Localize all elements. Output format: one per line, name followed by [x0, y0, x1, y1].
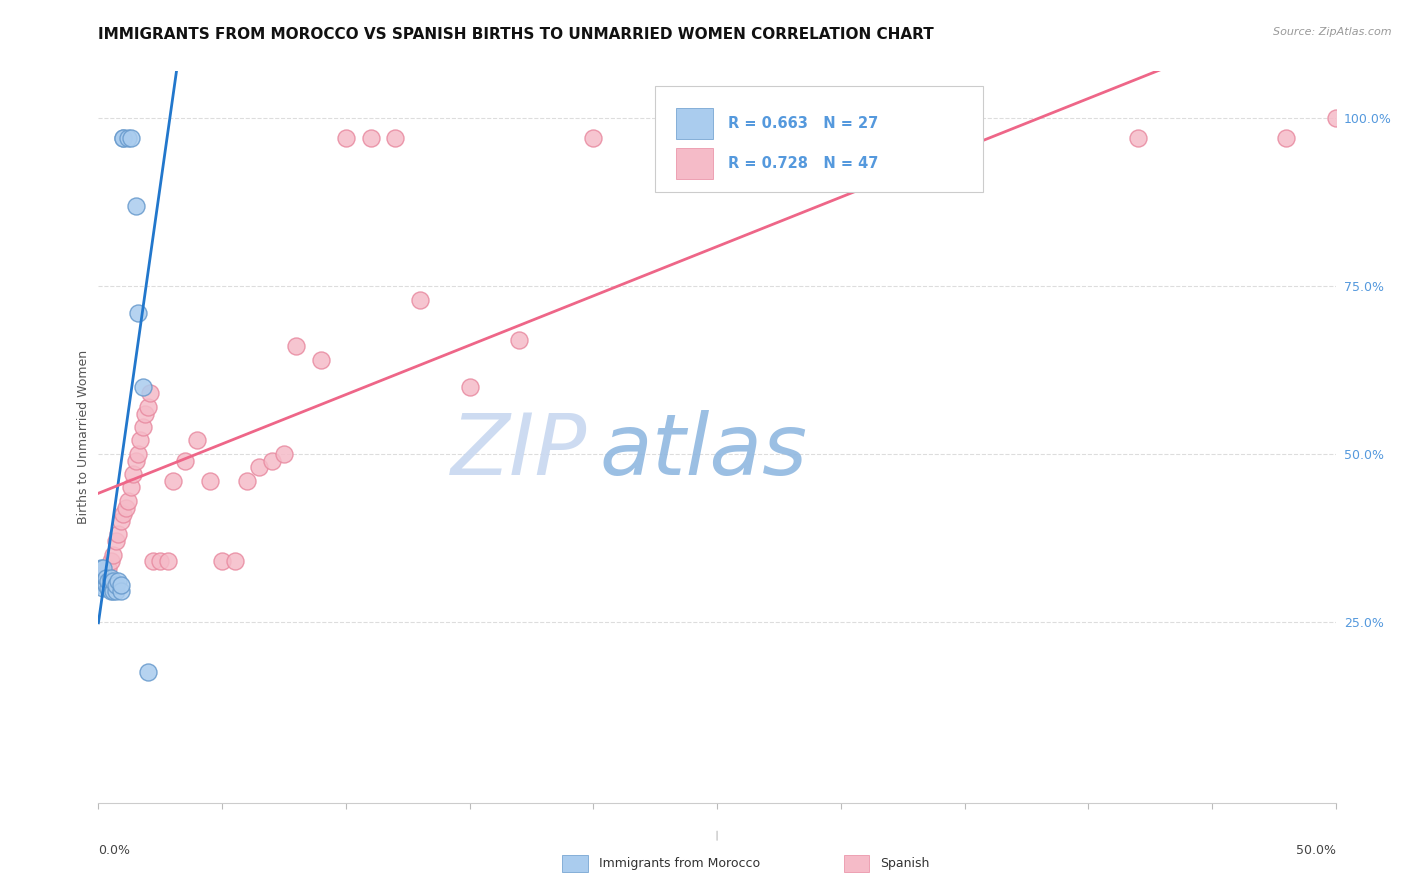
Point	[224, 554, 246, 568]
Point	[134, 407, 156, 421]
Text: 50.0%: 50.0%	[1296, 844, 1336, 857]
Point	[112, 508, 135, 522]
Point	[198, 474, 221, 488]
Point	[458, 380, 481, 394]
Point	[103, 548, 125, 562]
Point	[94, 578, 117, 592]
Point	[174, 453, 197, 467]
Point	[127, 306, 149, 320]
Point	[132, 420, 155, 434]
Point	[508, 333, 530, 347]
FancyBboxPatch shape	[676, 108, 713, 138]
Point	[93, 561, 115, 575]
Point	[122, 467, 145, 481]
Text: Source: ZipAtlas.com: Source: ZipAtlas.com	[1274, 27, 1392, 37]
Text: ZIP: ZIP	[451, 410, 588, 493]
Point	[136, 400, 159, 414]
Point	[100, 554, 122, 568]
Point	[100, 574, 122, 589]
Point	[124, 453, 146, 467]
Point	[706, 131, 728, 145]
Point	[104, 578, 127, 592]
Point	[120, 480, 142, 494]
Point	[100, 584, 122, 599]
Point	[110, 514, 132, 528]
Text: Spanish: Spanish	[880, 857, 929, 870]
Point	[335, 131, 357, 145]
Point	[97, 581, 120, 595]
Y-axis label: Births to Unmarried Women: Births to Unmarried Women	[77, 350, 90, 524]
Point	[1275, 131, 1298, 145]
Point	[112, 131, 135, 145]
Point	[117, 493, 139, 508]
Point	[114, 500, 136, 515]
Point	[953, 131, 976, 145]
Text: R = 0.728   N = 47: R = 0.728 N = 47	[728, 156, 879, 171]
Point	[117, 131, 139, 145]
Point	[100, 571, 122, 585]
Point	[112, 131, 135, 145]
Point	[94, 571, 117, 585]
Point	[124, 198, 146, 212]
Point	[142, 554, 165, 568]
Point	[97, 561, 120, 575]
Point	[830, 131, 852, 145]
Point	[360, 131, 382, 145]
Point	[107, 574, 129, 589]
Point	[90, 578, 112, 592]
Point	[110, 578, 132, 592]
Point	[120, 131, 142, 145]
Point	[409, 293, 432, 307]
Text: R = 0.663   N = 27: R = 0.663 N = 27	[728, 116, 879, 131]
Point	[582, 131, 605, 145]
Point	[273, 447, 295, 461]
Point	[97, 574, 120, 589]
Text: atlas: atlas	[599, 410, 807, 493]
Point	[162, 474, 184, 488]
Point	[104, 534, 127, 549]
Point	[107, 527, 129, 541]
Point	[247, 460, 270, 475]
Point	[100, 578, 122, 592]
Point	[186, 434, 208, 448]
Point	[139, 386, 162, 401]
Point	[156, 554, 179, 568]
Point	[93, 567, 115, 582]
FancyBboxPatch shape	[676, 148, 713, 179]
Point	[384, 131, 406, 145]
Point	[211, 554, 233, 568]
Point	[285, 339, 308, 353]
Point	[1126, 131, 1149, 145]
Point	[309, 352, 332, 367]
Point	[149, 554, 172, 568]
Point	[93, 581, 115, 595]
Text: 0.0%: 0.0%	[98, 844, 131, 857]
Point	[110, 584, 132, 599]
Text: IMMIGRANTS FROM MOROCCO VS SPANISH BIRTHS TO UNMARRIED WOMEN CORRELATION CHART: IMMIGRANTS FROM MOROCCO VS SPANISH BIRTH…	[98, 27, 934, 42]
Point	[127, 447, 149, 461]
Point	[103, 584, 125, 599]
FancyBboxPatch shape	[655, 86, 983, 192]
Point	[104, 584, 127, 599]
Text: Immigrants from Morocco: Immigrants from Morocco	[599, 857, 761, 870]
Point	[236, 474, 259, 488]
Point	[103, 574, 125, 589]
Point	[1324, 112, 1347, 126]
Point	[132, 380, 155, 394]
Point	[136, 665, 159, 679]
Point	[260, 453, 283, 467]
Point	[90, 561, 112, 575]
Point	[129, 434, 152, 448]
